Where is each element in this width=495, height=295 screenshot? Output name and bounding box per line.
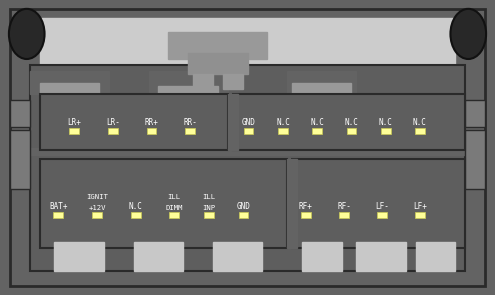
Bar [346, 128, 356, 134]
Bar [69, 128, 79, 134]
Text: LR-: LR- [106, 118, 120, 127]
Bar [239, 212, 248, 218]
Bar [292, 159, 465, 248]
Text: GND: GND [237, 202, 250, 211]
Bar [233, 94, 465, 150]
Bar [40, 159, 287, 248]
Bar [415, 128, 425, 134]
Bar [415, 212, 425, 218]
Bar [377, 212, 387, 218]
Bar [287, 71, 356, 94]
Bar [54, 242, 104, 271]
Bar [158, 86, 218, 100]
Bar [213, 242, 262, 271]
Bar [287, 159, 297, 248]
Bar [193, 74, 213, 88]
Text: N.C: N.C [345, 118, 358, 127]
Text: N.C: N.C [276, 118, 290, 127]
Text: N.C: N.C [129, 202, 143, 211]
Bar [40, 94, 228, 150]
Bar [356, 242, 406, 271]
Bar [278, 128, 288, 134]
Text: INP: INP [202, 205, 215, 211]
Bar [30, 65, 465, 271]
Bar [301, 212, 311, 218]
Bar [204, 212, 214, 218]
Bar [312, 128, 322, 134]
Text: LF+: LF+ [413, 202, 427, 211]
Bar [10, 100, 30, 127]
Text: GND: GND [242, 118, 255, 127]
Bar [381, 128, 391, 134]
Text: +12V: +12V [88, 205, 106, 211]
Bar [169, 212, 179, 218]
Bar [292, 83, 351, 100]
Bar [185, 128, 195, 134]
Bar [465, 100, 485, 127]
Text: ILL: ILL [202, 194, 215, 200]
Bar [92, 212, 102, 218]
Text: DIMM: DIMM [165, 205, 183, 211]
Bar [223, 74, 243, 88]
Bar [148, 71, 228, 94]
Bar [134, 242, 183, 271]
Text: LR+: LR+ [67, 118, 81, 127]
Bar [228, 94, 238, 150]
Bar [40, 83, 99, 100]
Bar [131, 212, 141, 218]
Text: N.C: N.C [413, 118, 427, 127]
Text: IGNIT: IGNIT [86, 194, 108, 200]
Bar [168, 32, 267, 59]
Ellipse shape [450, 9, 486, 59]
Text: RR+: RR+ [145, 118, 158, 127]
Text: N.C: N.C [310, 118, 324, 127]
Bar [188, 53, 248, 74]
Bar [147, 128, 156, 134]
Text: RF-: RF- [337, 202, 351, 211]
Text: ILL: ILL [168, 194, 181, 200]
Bar [53, 212, 63, 218]
Bar [465, 130, 485, 189]
Bar [339, 212, 349, 218]
Text: N.C: N.C [379, 118, 393, 127]
Bar [30, 71, 109, 94]
Bar [416, 242, 455, 271]
Bar [40, 18, 455, 77]
Bar [244, 128, 253, 134]
Bar [302, 242, 342, 271]
Text: RR-: RR- [183, 118, 197, 127]
Bar [10, 130, 30, 189]
Text: BAT+: BAT+ [49, 202, 68, 211]
Ellipse shape [9, 9, 45, 59]
Bar [30, 148, 465, 155]
Text: LF-: LF- [375, 202, 389, 211]
Text: RF+: RF+ [299, 202, 313, 211]
Bar [108, 128, 118, 134]
